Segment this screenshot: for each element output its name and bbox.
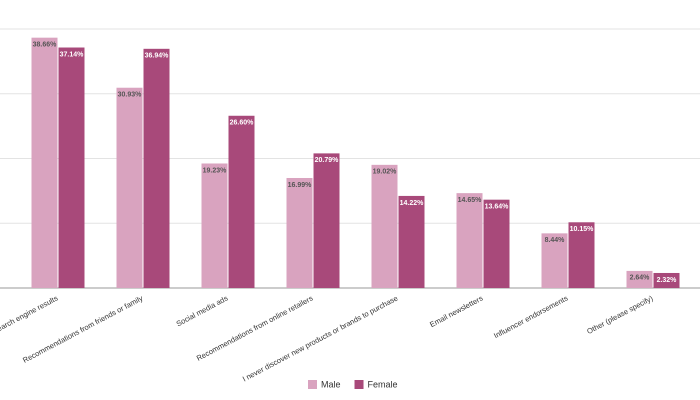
value-label: 2.64% bbox=[630, 275, 651, 282]
bar bbox=[483, 199, 510, 288]
bar bbox=[201, 163, 228, 288]
value-label: 36.94% bbox=[145, 53, 170, 60]
bar bbox=[456, 193, 483, 288]
x-tick-label: Other (please specify) bbox=[585, 293, 654, 336]
value-label: 14.65% bbox=[458, 197, 483, 204]
value-label: 20.79% bbox=[315, 157, 340, 164]
x-tick-label: Social media ads bbox=[175, 293, 230, 328]
value-label: 37.14% bbox=[60, 51, 85, 58]
value-label: 13.64% bbox=[485, 204, 510, 211]
value-label: 2.32% bbox=[657, 277, 678, 284]
value-label: 38.66% bbox=[33, 42, 58, 49]
bar bbox=[371, 164, 398, 288]
x-tick-label: Search engine results bbox=[0, 293, 60, 335]
value-label: 26.60% bbox=[230, 120, 255, 127]
legend-label: Male bbox=[321, 379, 341, 389]
value-label: 8.44% bbox=[545, 237, 566, 244]
value-label: 14.22% bbox=[400, 200, 425, 207]
x-tick-label: I never discover new products or brands … bbox=[241, 294, 399, 384]
legend-label: Female bbox=[368, 379, 398, 389]
value-label: 19.23% bbox=[203, 167, 228, 174]
bar bbox=[568, 222, 595, 288]
bar bbox=[398, 195, 425, 288]
value-label: 10.15% bbox=[570, 226, 595, 233]
value-label: 30.93% bbox=[118, 92, 143, 99]
bar bbox=[228, 115, 255, 288]
bar bbox=[286, 177, 313, 288]
legend-swatch bbox=[308, 380, 317, 389]
bar bbox=[58, 47, 85, 289]
bar bbox=[143, 48, 170, 288]
bar bbox=[313, 153, 340, 288]
bar bbox=[116, 87, 143, 289]
value-label: 16.99% bbox=[288, 182, 313, 189]
value-label: 19.02% bbox=[373, 169, 398, 176]
legend-swatch bbox=[354, 380, 364, 389]
bar bbox=[653, 272, 680, 288]
x-tick-label: Email newsletters bbox=[428, 293, 484, 329]
x-tick-label: Influencer endorsements bbox=[492, 293, 569, 340]
bar bbox=[626, 270, 653, 288]
bar bbox=[31, 37, 58, 288]
bar bbox=[541, 233, 568, 288]
